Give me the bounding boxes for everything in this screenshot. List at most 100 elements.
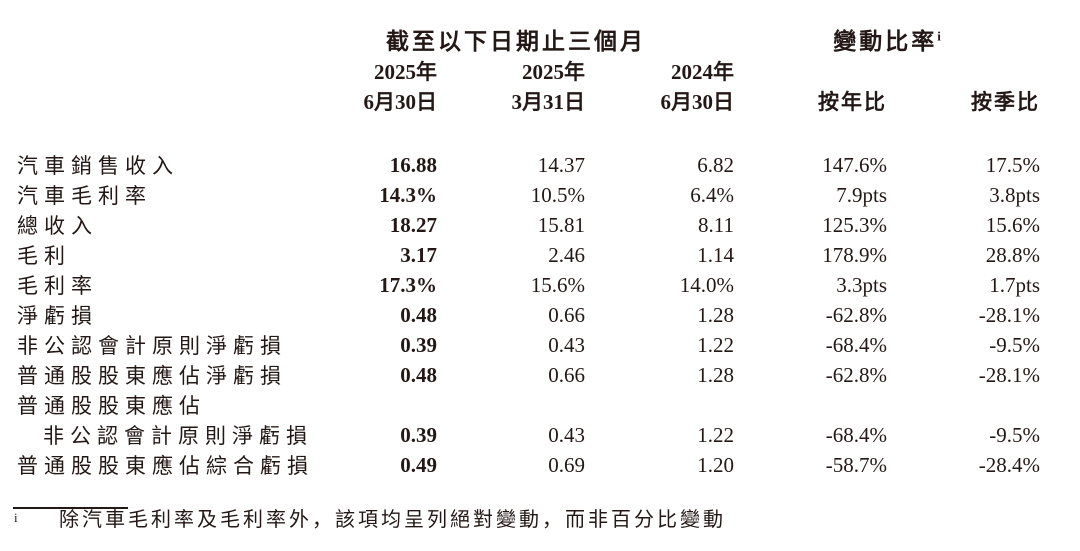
value-cell: -28.1% — [978, 362, 1041, 387]
value-cell: 3.17 — [400, 242, 437, 267]
value-cell: 15.6% — [530, 272, 585, 297]
footnote-marker: i — [14, 510, 18, 525]
value-cell — [340, 390, 437, 420]
value-cell: 1.22 — [697, 422, 735, 447]
value-cell: 0.48 — [400, 362, 437, 387]
value-cell: -62.8% — [825, 302, 888, 327]
value-cell: -62.8% — [825, 362, 888, 387]
col-header-qoq: 按季比 — [971, 90, 1041, 114]
value-cell: -9.5% — [989, 422, 1041, 447]
date-header-row: 6月30日 3月31日 6月30日 按年比 按季比 — [17, 86, 1040, 116]
table-row-vehicle-sales-revenue: 汽車銷售收入 16.88 14.37 6.82 147.6% 17.5% — [17, 150, 1040, 180]
value-cell: 17.3% — [379, 272, 437, 297]
value-cell: 7.9pts — [836, 182, 888, 207]
value-cell: -28.4% — [978, 452, 1041, 477]
col-header-yoy: 按年比 — [818, 90, 888, 114]
value-cell: 125.3% — [822, 212, 888, 237]
value-cell: 0.39 — [400, 422, 437, 447]
group-header-change-label: 變動比率 — [833, 29, 938, 54]
value-cell: 1.7pts — [989, 272, 1041, 297]
value-cell: 3.3pts — [836, 272, 888, 297]
table-row-net-loss: 淨虧損 0.48 0.66 1.28 -62.8% -28.1% — [17, 300, 1040, 330]
group-header-three-months-ended: 截至以下日期止三個月 — [340, 22, 734, 56]
header-body-spacer — [17, 116, 1040, 150]
col-year-qoq — [887, 56, 1040, 86]
table-row-net-loss-attributable: 普通股股東應佔淨虧損 0.48 0.66 1.28 -62.8% -28.1% — [17, 360, 1040, 390]
table-row-gross-margin: 毛利率 17.3% 15.6% 14.0% 3.3pts 1.7pts — [17, 270, 1040, 300]
value-cell: -9.5% — [989, 332, 1041, 357]
row-label: 總收入 — [17, 214, 98, 238]
group-header-change-ratio: 變動比率i — [734, 22, 1040, 56]
footnote-text: 除汽車毛利率及毛利率外，該項均呈列絕對變動，而非百分比變動 — [59, 509, 726, 531]
group-header-period-label: 截至以下日期止三個月 — [386, 29, 647, 54]
row-label: 非公認會計原則淨虧損 — [17, 334, 287, 358]
value-cell: 14.37 — [537, 152, 585, 177]
col-year-2025-q2: 2025年 — [374, 60, 437, 84]
row-label: 淨虧損 — [17, 304, 98, 328]
table-row-non-gaap-net-loss-attributable: 非公認會計原則淨虧損 0.39 0.43 1.22 -68.4% -9.5% — [17, 420, 1040, 450]
value-cell: 0.69 — [548, 452, 585, 477]
row-label: 普通股股東應佔 — [17, 394, 206, 418]
value-cell: 14.0% — [679, 272, 735, 297]
year-header-row: 2025年 2025年 2024年 — [17, 56, 1040, 86]
value-cell: 17.5% — [985, 152, 1041, 177]
row-label: 普通股股東應佔綜合虧損 — [17, 454, 314, 478]
value-cell: 1.28 — [697, 362, 735, 387]
row-label: 普通股股東應佔淨虧損 — [17, 364, 287, 388]
col-date-2024-06-30: 6月30日 — [660, 90, 735, 114]
value-cell: -68.4% — [825, 332, 888, 357]
value-cell — [887, 390, 1040, 420]
value-cell: -68.4% — [825, 422, 888, 447]
value-cell — [437, 390, 585, 420]
value-cell: 6.82 — [697, 152, 735, 177]
value-cell — [585, 390, 734, 420]
group-header-empty — [17, 22, 340, 56]
table-row-non-gaap-net-loss: 非公認會計原則淨虧損 0.39 0.43 1.22 -68.4% -9.5% — [17, 330, 1040, 360]
value-cell: 28.8% — [985, 242, 1041, 267]
col-year-2025-q1: 2025年 — [522, 60, 585, 84]
value-cell: 0.66 — [548, 302, 585, 327]
value-cell: 0.43 — [548, 332, 585, 357]
col-date-2025-03-31: 3月31日 — [511, 90, 586, 114]
quarterly-results-table: 截至以下日期止三個月 變動比率i 2025年 2025年 2024年 6月30日… — [17, 22, 1040, 480]
value-cell: 15.81 — [537, 212, 585, 237]
value-cell: 3.8pts — [989, 182, 1041, 207]
value-cell — [734, 390, 887, 420]
value-cell: 10.5% — [530, 182, 585, 207]
value-cell: 6.4% — [690, 182, 735, 207]
value-cell: 0.49 — [400, 452, 437, 477]
value-cell: -58.7% — [825, 452, 888, 477]
value-cell: 0.43 — [548, 422, 585, 447]
row-label: 非公認會計原則淨虧損 — [43, 424, 313, 448]
value-cell: -28.1% — [978, 302, 1041, 327]
table-row-total-revenue: 總收入 18.27 15.81 8.11 125.3% 15.6% — [17, 210, 1040, 240]
value-cell: 16.88 — [389, 152, 437, 177]
table-row-attributable-label-line: 普通股股東應佔 — [17, 390, 1040, 420]
footnote-divider-rule — [13, 507, 128, 509]
row-label: 毛利率 — [17, 274, 98, 298]
value-cell: 14.3% — [379, 182, 437, 207]
value-cell: 2.46 — [548, 242, 585, 267]
col-date-2025-06-30: 6月30日 — [363, 90, 438, 114]
group-header-row: 截至以下日期止三個月 變動比率i — [17, 22, 1040, 56]
table-row-vehicle-margin: 汽車毛利率 14.3% 10.5% 6.4% 7.9pts 3.8pts — [17, 180, 1040, 210]
value-cell: 178.9% — [822, 242, 888, 267]
value-cell: 8.11 — [698, 212, 735, 237]
value-cell: 147.6% — [822, 152, 888, 177]
value-cell: 1.28 — [697, 302, 735, 327]
value-cell: 0.48 — [400, 302, 437, 327]
col-year-2024-q2: 2024年 — [671, 60, 735, 84]
footnote-reference-i: i — [937, 28, 941, 44]
value-cell: 1.20 — [697, 452, 735, 477]
value-cell: 15.6% — [985, 212, 1041, 237]
value-cell: 1.14 — [697, 242, 735, 267]
value-cell: 0.66 — [548, 362, 585, 387]
table-row-comprehensive-loss-attributable: 普通股股東應佔綜合虧損 0.49 0.69 1.20 -58.7% -28.4% — [17, 450, 1040, 480]
value-cell: 0.39 — [400, 332, 437, 357]
col-year-yoy — [734, 56, 887, 86]
row-label: 汽車銷售收入 — [17, 154, 179, 178]
value-cell: 18.27 — [389, 212, 437, 237]
table-row-gross-profit: 毛利 3.17 2.46 1.14 178.9% 28.8% — [17, 240, 1040, 270]
row-label: 汽車毛利率 — [17, 184, 152, 208]
